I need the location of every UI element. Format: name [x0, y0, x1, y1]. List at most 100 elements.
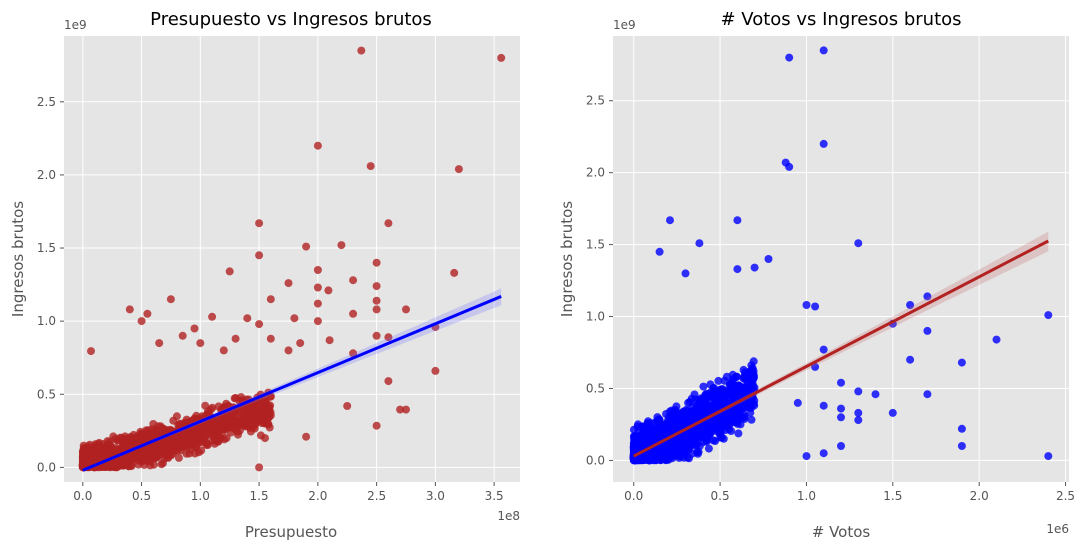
data-point [431, 366, 440, 375]
data-point [208, 312, 217, 321]
data-point [695, 239, 704, 248]
data-point [694, 447, 703, 456]
x-offset-label-left: 1e8 [497, 509, 520, 523]
data-point [1044, 452, 1053, 461]
data-point [284, 279, 293, 288]
data-point [143, 309, 152, 318]
data-point [384, 219, 393, 228]
data-point [219, 346, 228, 355]
data-point [745, 397, 754, 406]
data-point [666, 407, 674, 416]
data-point [741, 384, 750, 393]
data-point [148, 448, 157, 457]
x-tick-label: 0.0 [624, 489, 643, 503]
y-offset-label-left: 1e9 [64, 18, 87, 32]
x-axis-label-left: Presupuesto [245, 523, 337, 541]
y-tick-label: 0.0 [586, 453, 605, 467]
data-point [313, 299, 322, 308]
x-tick-label: 2.0 [308, 489, 327, 503]
data-point [79, 451, 87, 460]
data-point [837, 378, 845, 387]
data-point [697, 408, 706, 417]
data-point [645, 436, 654, 445]
data-point [264, 413, 273, 422]
data-point [255, 320, 264, 329]
x-tick-label: 1.0 [191, 489, 210, 503]
data-point [668, 423, 677, 432]
data-point [923, 292, 932, 301]
data-point [164, 435, 173, 444]
data-point [118, 443, 127, 452]
x-axis-label-right: # Votos [812, 523, 871, 541]
data-point [906, 355, 915, 364]
data-point [214, 427, 223, 436]
data-point [87, 347, 95, 356]
data-point [632, 434, 641, 443]
data-point [819, 139, 828, 148]
data-point [372, 258, 381, 267]
regression-line-left [82, 295, 502, 472]
data-point [746, 369, 755, 378]
data-point [372, 305, 381, 314]
data-point [733, 391, 742, 400]
data-point [655, 247, 664, 256]
data-point [676, 409, 685, 418]
chart-left: 0.0 0.5 1.0 1.5 2.0 2.5 3.0 3.5 0.0 0.5 1.0 1.5 2.0 2… [9, 9, 520, 541]
data-point [714, 376, 723, 385]
x-tick-label: 1.5 [250, 489, 269, 503]
data-point [402, 305, 410, 314]
data-point [719, 434, 728, 443]
data-point [225, 267, 234, 276]
data-point [837, 413, 845, 422]
data-point [854, 416, 863, 425]
y-tick-label: 2.0 [37, 168, 56, 182]
data-point [349, 349, 358, 358]
data-point [704, 444, 713, 453]
data-point [819, 401, 828, 410]
x-offset-label-right: 1e6 [1046, 522, 1069, 536]
x-tick-label: 0.5 [132, 489, 151, 503]
data-point [906, 301, 915, 309]
data-point [203, 441, 212, 449]
data-point [366, 162, 375, 171]
data-point [734, 429, 743, 438]
data-point [690, 390, 699, 399]
data-point [324, 286, 333, 295]
data-point [1044, 311, 1053, 320]
x-tick-label: 2.0 [970, 489, 989, 503]
data-point [203, 420, 212, 429]
data-point [653, 413, 662, 422]
data-point [811, 302, 820, 311]
chart-title-left: Presupuesto vs Ingresos brutos [150, 9, 432, 30]
data-point [156, 422, 165, 431]
data-point [720, 376, 729, 385]
data-point [396, 405, 405, 414]
data-point [680, 415, 689, 424]
data-point [134, 460, 143, 469]
data-point [747, 361, 756, 370]
data-point [683, 453, 692, 462]
chart-right: 0.0 0.5 1.0 1.5 2.0 2.5 0.0 0.5 1.0 1.5 2.0 2.5 # V… [558, 9, 1075, 541]
data-point [160, 442, 169, 451]
data-point [234, 430, 242, 439]
data-point [764, 255, 773, 263]
data-point [243, 314, 252, 323]
data-point [750, 263, 759, 272]
y-tick-label: 2.0 [586, 166, 605, 180]
data-point [182, 449, 191, 458]
data-point [261, 434, 269, 443]
data-point [733, 265, 742, 274]
y-tick-label: 1.5 [586, 238, 605, 252]
data-point [187, 441, 196, 450]
data-point [196, 339, 205, 348]
data-point [733, 216, 742, 225]
data-point [313, 266, 322, 274]
data-point [712, 389, 721, 398]
data-point [148, 425, 157, 434]
data-point [302, 432, 311, 441]
data-point [923, 390, 932, 399]
x-tick-label: 2.5 [367, 489, 386, 503]
data-point [705, 418, 714, 427]
data-point [793, 398, 802, 407]
data-point [837, 442, 845, 450]
